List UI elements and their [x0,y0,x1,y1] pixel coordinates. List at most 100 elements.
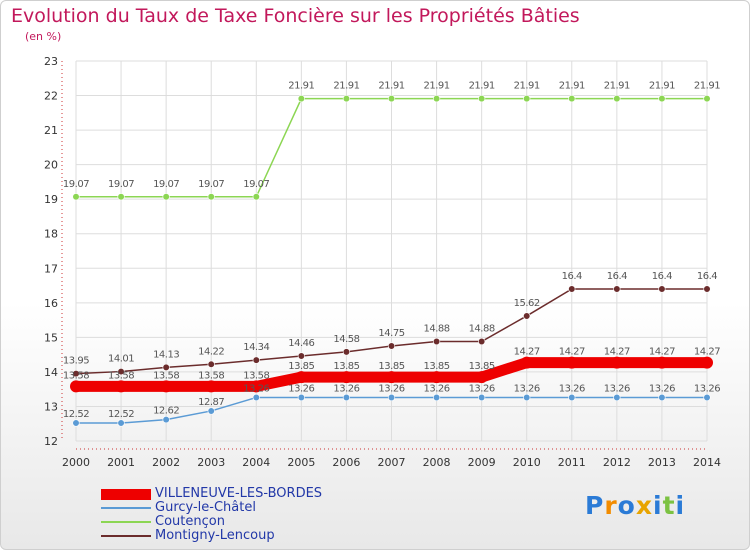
legend-label: Gurcy-le-Châtel [155,500,256,515]
data-label: 13.85 [378,361,404,372]
data-point [72,370,80,378]
data-label: 19.07 [108,179,134,190]
data-label: 19.07 [198,179,224,190]
x-tick-label: 2012 [603,456,631,469]
data-label: 13.58 [243,370,269,381]
y-tick-label: 23 [44,55,58,68]
legend-item: VILLENEUVE-LES-BORDES [101,487,322,501]
data-point [658,285,666,293]
x-tick-label: 2008 [423,456,451,469]
data-label: 21.91 [649,81,675,92]
x-tick-label: 2006 [332,456,360,469]
data-point [72,193,80,201]
data-label: 21.91 [559,81,585,92]
x-tick-label: 2003 [197,456,225,469]
data-label: 14.27 [514,347,540,358]
legend-label: Coutençon [155,514,225,529]
data-point [658,393,666,402]
y-tick-label: 15 [44,331,58,344]
data-label: 13.95 [63,356,89,367]
data-label: 13.85 [288,361,314,372]
y-tick-label: 13 [44,400,58,413]
data-point [207,407,215,415]
data-point [252,193,260,201]
data-label: 14.01 [108,354,134,365]
data-label: 13.26 [243,383,269,394]
x-tick-label: 2013 [648,456,676,469]
data-label: 19.07 [243,179,269,190]
data-label: 13.26 [514,383,540,394]
data-point [613,95,621,103]
data-point [342,348,351,356]
data-label: 13.26 [559,383,585,394]
data-point [703,285,711,293]
legend-swatch [101,535,151,537]
logo-letter: x [635,491,653,520]
data-point [610,356,623,369]
data-label: 13.26 [424,383,450,394]
data-label: 16.4 [607,271,627,282]
data-label: 13.26 [604,383,630,394]
x-tick-label: 2007 [378,456,406,469]
data-point [523,393,531,402]
data-label: 13.85 [424,361,450,372]
data-label: 13.58 [63,370,89,381]
x-tick-label: 2002 [152,456,180,469]
legend-label: VILLENEUVE-LES-BORDES [155,486,323,501]
data-point [340,371,353,384]
legend-item: Montigny-Lencoup [101,529,322,543]
data-label: 21.91 [424,81,450,92]
data-point [475,371,488,384]
data-label: 14.27 [694,347,720,358]
x-tick-label: 2009 [468,456,496,469]
data-label: 13.26 [649,383,675,394]
data-point [703,393,711,402]
logo-letter: i [675,491,686,520]
data-point [252,356,260,364]
logo-letter: i [653,491,663,520]
data-point [478,337,486,346]
data-point [703,95,711,103]
data-label: 13.58 [198,370,224,381]
data-point [432,393,441,402]
data-point [523,95,531,103]
data-label: 21.91 [694,81,720,92]
data-label: 13.26 [333,383,359,394]
data-point [523,312,531,320]
legend: VILLENEUVE-LES-BORDES Gurcy-le-Châtel Co… [101,487,322,543]
data-point [342,95,351,103]
y-tick-label: 14 [44,366,58,379]
x-tick-label: 2000 [62,456,90,469]
data-label: 21.91 [514,81,540,92]
data-point [162,415,170,424]
data-label: 14.58 [333,334,359,345]
data-point [342,393,351,402]
logo-letter: t [662,491,676,520]
data-label: 21.91 [604,81,630,92]
data-label: 13.26 [694,383,720,394]
data-label: 15.62 [514,298,540,309]
data-point [568,95,576,103]
data-point [297,393,305,402]
data-label: 12.52 [108,409,134,420]
data-point [117,419,125,427]
y-tick-label: 16 [44,297,58,310]
data-point [655,356,668,369]
logo-letter: P [585,491,605,520]
y-tick-label: 19 [44,193,58,206]
logo-letter: r [604,491,618,520]
data-point [520,356,533,369]
data-label: 21.91 [288,81,314,92]
data-point [701,356,713,369]
legend-swatch [101,521,151,523]
x-tick-label: 2014 [693,456,721,469]
data-label: 13.26 [469,383,495,394]
y-tick-label: 12 [44,435,58,448]
data-label: 16.4 [562,271,582,282]
data-point [387,393,396,402]
data-point [387,95,396,103]
y-tick-label: 21 [44,124,58,137]
data-point [162,363,170,372]
